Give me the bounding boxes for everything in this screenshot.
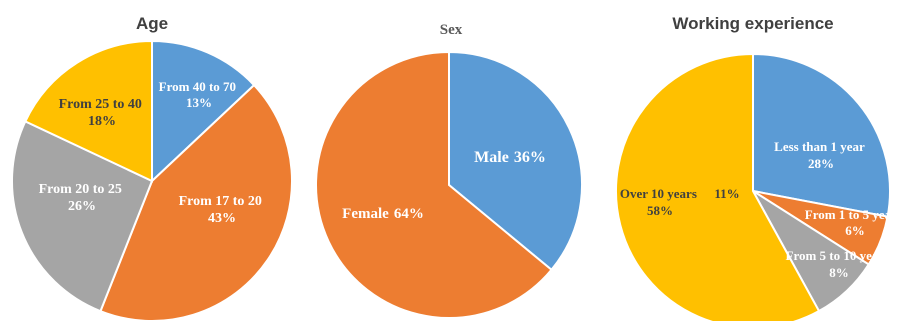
age-chart-title: Age bbox=[136, 14, 168, 33]
sex-chart-title: Sex bbox=[440, 22, 463, 38]
sex-label-male: Male 36% bbox=[474, 149, 546, 166]
work-slice-over-10 bbox=[615, 52, 821, 321]
work-label-less-1: Less than 1 year 28% bbox=[774, 139, 868, 171]
age-label-40-70: From 40 to 70 13% bbox=[159, 79, 240, 110]
age-label-17-20: From 17 to 20 43% bbox=[179, 194, 266, 226]
work-slice-less-1 bbox=[752, 52, 891, 218]
work-annotation: 11% bbox=[714, 186, 739, 201]
work-label-5-10: From 5 to 10 years 8% bbox=[786, 248, 893, 280]
age-pie-chart: Age From 40 to 70 13% From 17 to 20 43% … bbox=[11, 14, 294, 321]
sex-slice-female bbox=[315, 50, 553, 319]
work-label-over-10: Over 10 years 58% bbox=[620, 186, 700, 218]
sex-slice-male bbox=[448, 50, 583, 272]
sex-pie-chart: Sex Male 36% Female 64% bbox=[315, 22, 583, 319]
age-slice-25-40 bbox=[23, 39, 153, 183]
age-slice-20-25 bbox=[11, 120, 154, 313]
sex-label-female: Female 64% bbox=[342, 206, 424, 222]
work-label-1-5: From 1 to 5 years 6% bbox=[805, 207, 905, 238]
age-slice-40-70 bbox=[151, 39, 256, 184]
work-chart-title: Working experience bbox=[672, 14, 833, 33]
working-experience-pie-chart: Working experience Less than 1 year 28% … bbox=[615, 14, 905, 321]
age-label-20-25: From 20 to 25 26% bbox=[39, 182, 126, 214]
age-label-25-40: From 25 to 40 18% bbox=[59, 97, 146, 129]
